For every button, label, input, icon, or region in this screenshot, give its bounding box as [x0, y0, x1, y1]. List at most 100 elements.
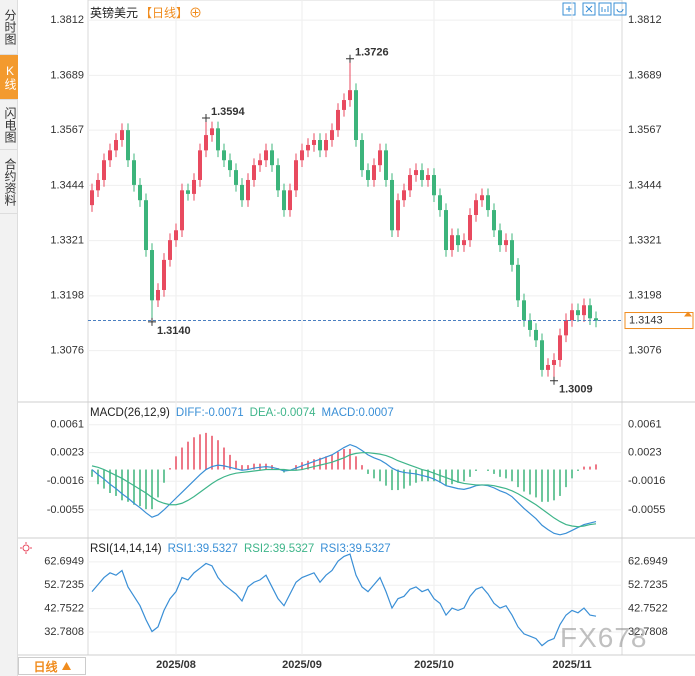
x-tick-label: 2025/10	[414, 659, 454, 671]
icon-move[interactable]	[562, 2, 576, 16]
candle-body	[468, 215, 472, 241]
candle-body	[324, 140, 328, 151]
candle-body	[102, 160, 106, 180]
tab[interactable]: 分时图	[0, 0, 18, 55]
candle-body	[354, 90, 358, 141]
sidebar: 分时图 K线图 闪电图 合约资料	[0, 0, 18, 676]
candle-body	[576, 310, 580, 316]
last-price-arrow	[684, 311, 692, 317]
y-tick-label-left: 42.7522	[44, 603, 84, 615]
candle-body	[138, 184, 142, 201]
period[interactable]: 【日线】	[140, 6, 189, 20]
y-tick-label-left: 1.3198	[50, 290, 84, 302]
icon-reset[interactable]	[613, 2, 627, 16]
y-tick-label-right: 1.3444	[628, 179, 662, 191]
y-tick-label-right: 1.3567	[628, 124, 662, 136]
legend-entry: DIFF:-0.0071	[175, 407, 244, 419]
candle-body	[234, 170, 238, 185]
up-triangle	[61, 662, 71, 670]
candle-body	[318, 140, 322, 151]
candle-body	[462, 240, 466, 246]
legend-title: RSI(14,14,14)	[90, 543, 162, 555]
candle-body	[120, 130, 124, 141]
x-tick-label: 2025/11	[552, 659, 591, 671]
extreme-marker	[202, 114, 210, 123]
extreme-label: 1.3726	[355, 47, 389, 59]
candle-body	[588, 305, 592, 319]
toolbar-icons[interactable]	[562, 2, 627, 16]
candle-body	[390, 179, 394, 231]
y-tick-label-right: -0.0016	[628, 475, 665, 487]
tab[interactable]: 合约资料	[0, 150, 18, 214]
icon-zoom[interactable]	[582, 2, 596, 16]
last-price-box	[624, 312, 694, 330]
candle-body	[348, 90, 352, 101]
candle-body	[372, 165, 376, 180]
candle-body	[330, 130, 334, 141]
watermark: FX678	[560, 622, 648, 653]
candle-body	[552, 360, 556, 365]
extreme-marker	[550, 376, 558, 385]
legend-entry: DEA:-0.0074	[249, 407, 316, 419]
x-tick-label: 2025/08	[156, 659, 196, 671]
add-icon[interactable]	[190, 7, 201, 18]
candle-body	[300, 150, 304, 161]
icon-glyphs	[566, 5, 624, 13]
period-button-label[interactable]: 日线	[33, 659, 58, 674]
candle-body	[384, 150, 388, 180]
y-tick-label-right: 1.3076	[628, 345, 662, 357]
candle-body	[570, 310, 574, 321]
indicator-line	[91, 443, 597, 536]
extreme-label: 1.3009	[559, 384, 593, 396]
candle-body	[210, 128, 214, 136]
extreme-label: 1.3594	[211, 106, 246, 118]
candle-body	[174, 230, 178, 241]
extreme-label: 1.3140	[157, 325, 191, 337]
candle-body	[228, 160, 232, 171]
candle-body	[264, 150, 268, 161]
candle-body	[558, 335, 562, 361]
settings-rays	[20, 542, 32, 554]
y-tick-label-left: 1.3812	[50, 14, 84, 26]
candle-body	[150, 250, 154, 301]
candle-body	[198, 150, 202, 180]
tab-active[interactable]: K线图	[0, 55, 18, 100]
candle-body	[216, 128, 220, 151]
icon-chart[interactable]	[598, 2, 612, 16]
candle-body	[522, 300, 526, 321]
settings-icon[interactable]	[20, 542, 32, 554]
candle-body	[378, 150, 382, 166]
candle-body	[258, 160, 262, 166]
candle-body	[516, 264, 520, 301]
candle-body	[126, 130, 130, 161]
candle-body	[192, 179, 196, 194]
candle-body	[450, 235, 454, 251]
candle-body	[294, 160, 298, 191]
candle-body	[510, 240, 514, 265]
candle-body	[360, 140, 364, 171]
y-tick-label-right: 1.3689	[628, 69, 662, 81]
y-tick-label-right: 0.0023	[628, 447, 662, 459]
y-tick-label-right: 42.7522	[628, 603, 668, 615]
period-button[interactable]: 日线	[18, 657, 86, 675]
candle-body	[396, 200, 400, 231]
extreme-marker	[346, 54, 354, 63]
candle-body	[474, 200, 478, 216]
candle-body	[312, 140, 316, 145]
y-tick-label-right: 62.6949	[628, 556, 668, 568]
candle-body	[114, 140, 118, 151]
candle-body	[486, 195, 490, 211]
candle-body	[546, 364, 550, 370]
candle-body	[480, 195, 484, 201]
candle-body	[402, 190, 406, 201]
candle-body	[594, 318, 598, 321]
y-tick-label-left: 62.6949	[44, 556, 84, 568]
candle-body	[168, 240, 172, 260]
candle-body	[408, 175, 412, 191]
candle-body	[162, 259, 166, 290]
tab[interactable]: 闪电图	[0, 100, 18, 150]
settings-glyph[interactable]	[22, 544, 30, 552]
y-tick-label-left: 1.3444	[50, 179, 84, 191]
extreme-marker	[148, 317, 156, 326]
